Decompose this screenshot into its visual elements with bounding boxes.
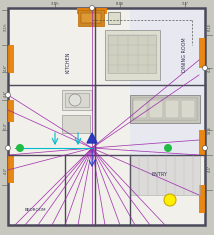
Bar <box>62 115 90 133</box>
Bar <box>199 185 205 213</box>
Text: BEDROOM: BEDROOM <box>24 208 46 212</box>
Polygon shape <box>87 133 97 143</box>
Bar <box>78 10 104 26</box>
Bar <box>199 130 205 155</box>
Text: 8'-10: 8'-10 <box>116 2 124 6</box>
Circle shape <box>6 93 10 98</box>
Circle shape <box>69 94 81 106</box>
Text: 4'-4": 4'-4" <box>208 64 212 72</box>
Bar <box>130 95 200 123</box>
Bar <box>8 45 14 73</box>
Bar <box>199 38 205 68</box>
Text: 3'-5": 3'-5" <box>181 2 189 6</box>
Circle shape <box>6 145 10 150</box>
Bar <box>130 155 200 195</box>
Text: DINING ROOM: DINING ROOM <box>183 38 187 72</box>
Bar <box>65 93 89 107</box>
Bar <box>81 13 101 23</box>
Bar <box>133 98 197 120</box>
Bar <box>8 155 14 183</box>
Bar <box>149 100 163 118</box>
Bar <box>130 8 205 155</box>
Text: 5'-0": 5'-0" <box>4 121 8 129</box>
Bar <box>105 30 160 80</box>
Circle shape <box>89 5 95 11</box>
Bar <box>181 100 195 118</box>
Bar <box>108 35 156 73</box>
Text: 4'-6": 4'-6" <box>4 89 8 97</box>
Circle shape <box>164 194 176 206</box>
Bar <box>77 8 107 14</box>
Bar <box>8 100 14 122</box>
Bar <box>108 12 120 24</box>
Text: 8'-10: 8'-10 <box>208 23 212 31</box>
Bar <box>133 100 147 118</box>
Text: 4'-6": 4'-6" <box>4 63 8 71</box>
Text: 14'-4: 14'-4 <box>208 126 212 134</box>
Text: ENTRY: ENTRY <box>152 172 168 177</box>
Text: 4'-5": 4'-5" <box>208 164 212 172</box>
Circle shape <box>16 144 24 152</box>
Bar <box>165 100 179 118</box>
Circle shape <box>164 144 172 152</box>
Circle shape <box>202 66 208 70</box>
Bar <box>62 90 92 110</box>
Text: 4'-0": 4'-0" <box>4 166 8 174</box>
Text: KITCHEN: KITCHEN <box>65 51 70 73</box>
Circle shape <box>202 145 208 150</box>
Text: 3'-1½: 3'-1½ <box>4 23 8 31</box>
Text: 3'-1½: 3'-1½ <box>51 2 59 6</box>
